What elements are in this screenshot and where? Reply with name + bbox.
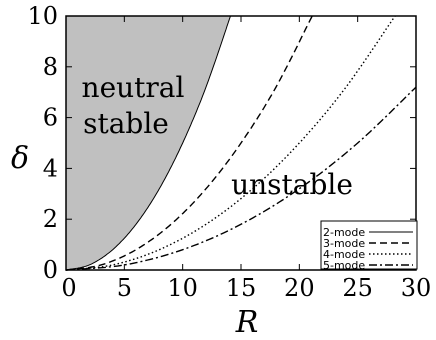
y-tick-label: 4 bbox=[43, 154, 58, 182]
region-label-stable: stable bbox=[83, 107, 169, 140]
tick-labels-group: 0 5 10 15 20 25 30 0 2 4 6 8 10 bbox=[27, 2, 431, 302]
y-axis-label: δ bbox=[11, 141, 29, 176]
x-tick-label: 10 bbox=[167, 274, 198, 302]
x-axis-label: R bbox=[235, 305, 259, 340]
neutral-stable-region bbox=[66, 16, 231, 270]
y-tick-label: 6 bbox=[43, 104, 58, 132]
region-label-unstable: unstable bbox=[231, 168, 353, 201]
y-tick-label: 0 bbox=[43, 256, 58, 284]
legend-label-2-mode: 2-mode bbox=[323, 226, 365, 239]
x-tick-label: 30 bbox=[401, 274, 432, 302]
x-tick-label: 25 bbox=[342, 274, 373, 302]
series-line-5-mode bbox=[65, 86, 417, 271]
series-line-2-mode bbox=[65, 15, 231, 271]
series-group bbox=[65, 15, 417, 271]
legend-box bbox=[320, 220, 418, 270]
x-tick-label: 15 bbox=[226, 274, 257, 302]
legend-label-4-mode: 4-mode bbox=[323, 248, 365, 261]
legend-label-3-mode: 3-mode bbox=[323, 237, 365, 250]
x-tick-label: 5 bbox=[117, 274, 132, 302]
x-tick-label: 20 bbox=[284, 274, 315, 302]
y-tick-label: 2 bbox=[43, 205, 58, 233]
legend-label-5-mode: 5-mode bbox=[323, 259, 365, 272]
series-line-4-mode bbox=[65, 15, 396, 271]
region-label-neutral: neutral bbox=[82, 71, 185, 104]
y-tick-label: 8 bbox=[43, 53, 58, 81]
y-tick-label: 10 bbox=[27, 2, 58, 30]
series-line-3-mode bbox=[65, 15, 313, 271]
x-tick-label: 0 bbox=[61, 274, 76, 302]
